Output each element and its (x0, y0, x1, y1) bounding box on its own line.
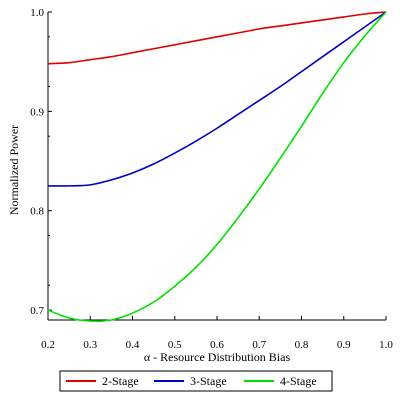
y-tick-label: 0.7 (30, 305, 44, 317)
x-tick-label: 0.2 (41, 339, 55, 351)
x-tick-label: 0.6 (210, 339, 224, 351)
x-tick-label: 0.8 (295, 339, 309, 351)
series-line-4-stage (47, 11, 387, 322)
series-line-2-stage (47, 11, 387, 65)
x-tick-label: 0.3 (83, 339, 97, 351)
legend-box (59, 370, 333, 392)
y-tick-label: 1.0 (30, 7, 44, 19)
x-tick-label: 1.0 (379, 339, 393, 351)
series-lines (47, 11, 387, 322)
tick-labels: 0.2 0.3 0.4 0.5 0.6 0.7 0.8 0.9 1.0 0.7 0.8 0.9 1.0 (30, 7, 393, 351)
x-tick-label: 0.9 (337, 339, 351, 351)
series-line-3-stage (47, 11, 387, 187)
y-tick-label: 0.9 (30, 106, 44, 118)
legend-label: 4-Stage (280, 374, 317, 388)
y-tick-label: 0.8 (30, 206, 44, 218)
legend-label: 2-Stage (102, 374, 139, 388)
y-axis-title: Normalized Power (7, 125, 21, 215)
legend: 2-Stage 3-Stage 4-Stage (59, 370, 333, 392)
legend-label: 3-Stage (190, 374, 227, 388)
x-tick-label: 0.5 (168, 339, 182, 351)
x-axis-title: α - Resource Distribution Bias (144, 350, 291, 364)
x-tick-label: 0.4 (126, 339, 140, 351)
x-tick-label: 0.7 (252, 339, 266, 351)
